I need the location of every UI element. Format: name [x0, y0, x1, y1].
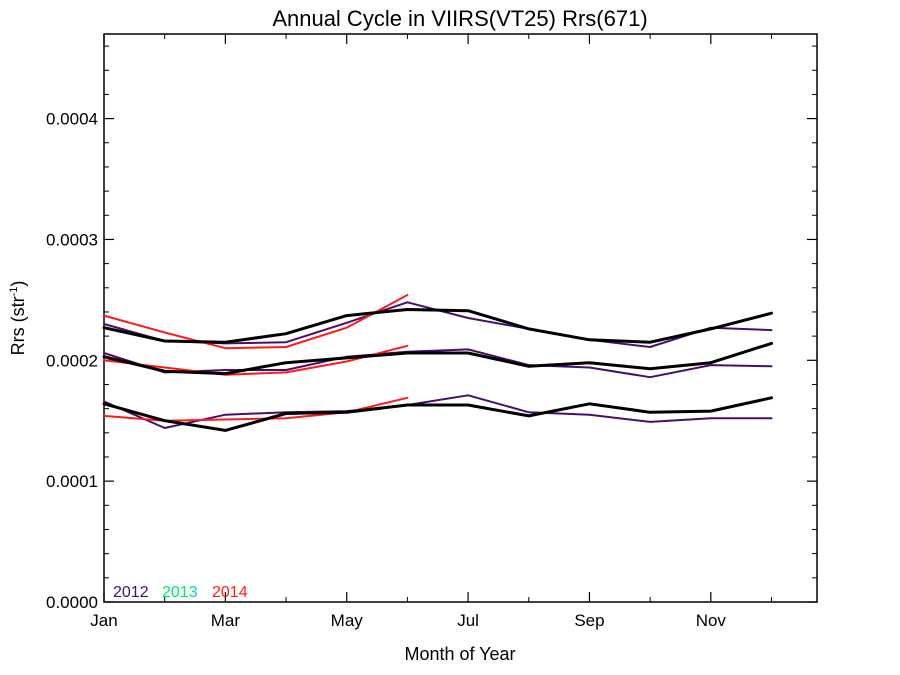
- y-tick-label: 0.0001: [46, 472, 98, 491]
- chart-title: Annual Cycle in VIIRS(VT25) Rrs(671): [272, 6, 647, 31]
- series-line-7: [102, 341, 773, 376]
- legend-item-1: 2013: [162, 584, 198, 601]
- legend: 2012 2013 2014: [113, 584, 248, 601]
- x-tick-label: Nov: [696, 611, 727, 630]
- series-line-4: [103, 344, 409, 376]
- x-tick-label: Mar: [211, 611, 241, 630]
- x-axis: Jan Mar May Jul Sep Nov: [90, 34, 772, 630]
- x-tick-label: Jan: [90, 611, 117, 630]
- series-line-3: [103, 294, 409, 350]
- plot-area-frame: [103, 33, 818, 603]
- series-line-8: [102, 396, 773, 432]
- x-tick-label: May: [331, 611, 364, 630]
- y-tick-label: 0.0000: [46, 593, 98, 612]
- series-line-2: [103, 394, 773, 429]
- y-tick-label: 0.0003: [46, 230, 98, 249]
- series-layer: [102, 294, 773, 432]
- series-line-1: [103, 348, 773, 379]
- legend-item-2: 2014: [212, 584, 248, 601]
- y-axis-label-close: ): [8, 281, 28, 287]
- x-axis-label: Month of Year: [404, 644, 515, 664]
- y-axis-label: Rrs (str-1): [8, 281, 28, 356]
- x-tick-label: Sep: [574, 611, 604, 630]
- x-tick-label: Jul: [457, 611, 479, 630]
- y-tick-label: 0.0004: [46, 110, 98, 129]
- y-axis-label-superscript: -1: [8, 287, 20, 297]
- legend-item-0: 2012: [113, 584, 149, 601]
- y-axis-label-main: Rrs (str: [8, 296, 28, 355]
- y-tick-label: 0.0002: [46, 351, 98, 370]
- y-axis: 0.0000 0.0001 0.0002 0.0003 0.0004: [46, 45, 817, 612]
- series-line-6: [102, 308, 773, 344]
